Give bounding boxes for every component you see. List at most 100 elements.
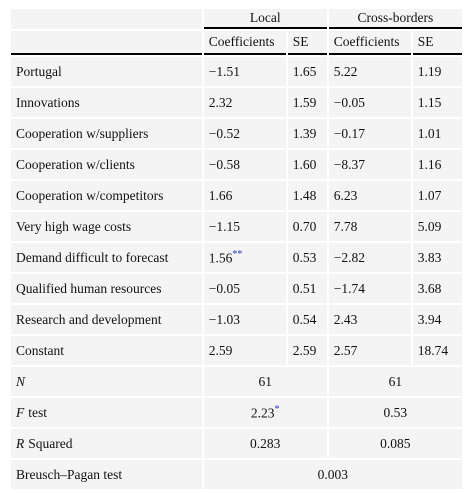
cell: 0.70 [287, 212, 327, 241]
cell-value: Demand difficult to forecast [16, 249, 169, 265]
cell-value: 1.01 [417, 125, 442, 141]
cell: 1.39 [287, 119, 327, 148]
stat-symbol: F [16, 404, 25, 420]
cell-value: SE [417, 34, 434, 49]
cell-value: 18.74 [417, 342, 449, 358]
cell: 0.54 [287, 305, 327, 334]
cell: 6.23 [328, 181, 411, 210]
cell: 1.65 [287, 57, 327, 86]
cell-value: Cooperation w/competitors [16, 187, 164, 203]
cell: Cooperation w/competitors [11, 181, 202, 210]
cell-value: 3.68 [417, 280, 442, 296]
cell: −2.82 [328, 243, 411, 272]
cell: 18.74 [412, 336, 462, 365]
stat-row: N 61 61 [11, 367, 462, 396]
cell-value: Cooperation w/clients [16, 156, 135, 172]
stat-label: test [28, 404, 47, 420]
cell-value: 1.48 [292, 187, 317, 203]
cell-value: −1.03 [208, 311, 240, 327]
cell: 0.283 [203, 429, 327, 458]
cell-value: 1.19 [417, 63, 442, 79]
cell: 0.085 [328, 429, 462, 458]
cell: SE [412, 31, 462, 55]
cell [11, 31, 202, 55]
cell-value: 2.59 [208, 342, 233, 358]
cell: 1.15 [412, 88, 462, 117]
cell-value: 6.23 [333, 187, 358, 203]
cell-value: 0.70 [292, 218, 317, 234]
cell: −0.52 [203, 119, 286, 148]
cell-value: 0.54 [292, 311, 317, 327]
cell: Cooperation w/clients [11, 150, 202, 179]
regression-table: Local Cross-borders Coefficients SE Coeffici… [9, 7, 464, 491]
data-row: Qualified human resources −0.05 0.51 −1.74 3… [11, 274, 462, 303]
cell: 3.68 [412, 274, 462, 303]
cell: Innovations [11, 88, 202, 117]
cell-value: Innovations [16, 94, 80, 110]
cell-value: −0.17 [333, 125, 365, 141]
cell: Coefficients [203, 31, 286, 55]
data-row: Constant 2.59 2.59 2.57 18.74 [11, 336, 462, 365]
cell-value: 61 [258, 373, 272, 389]
cell: 1.19 [412, 57, 462, 86]
cell-value: 7.78 [333, 218, 358, 234]
stat-symbol: N [16, 373, 26, 389]
cell-value: −8.37 [333, 156, 365, 172]
cell-value: Qualified human resources [16, 280, 162, 296]
cell-value: 1.60 [292, 156, 317, 172]
cell-value: −0.05 [333, 94, 365, 110]
cell: 61 [328, 367, 462, 396]
cell-value: −2.82 [333, 249, 365, 265]
stat-label: Breusch–Pagan test [16, 466, 123, 482]
cell: −0.05 [203, 274, 286, 303]
cell: 5.22 [328, 57, 411, 86]
cell: 0.53 [287, 243, 327, 272]
cell: −8.37 [328, 150, 411, 179]
cell: 2.32 [203, 88, 286, 117]
cell: 1.16 [412, 150, 462, 179]
cell: 2.59 [287, 336, 327, 365]
significance-link[interactable]: * [274, 404, 280, 416]
cell-value: Cross-borders [357, 10, 434, 25]
cell-value: 1.39 [292, 125, 317, 141]
cell: 2.59 [203, 336, 286, 365]
significance: * [275, 403, 280, 415]
cell-value: 2.59 [292, 342, 317, 358]
cell-value: Coefficients [208, 34, 275, 49]
cell: 0.53 [328, 398, 462, 427]
stat-label: Squared [28, 435, 73, 451]
cell-value: Constant [16, 342, 65, 358]
cell-value: 2.43 [333, 311, 358, 327]
cell-value: 0.53 [292, 249, 317, 265]
cell-value: 0.53 [383, 404, 408, 420]
cell: −1.74 [328, 274, 411, 303]
cell: −1.15 [203, 212, 286, 241]
data-row: Cooperation w/suppliers −0.52 1.39 −0.17 1.0… [11, 119, 462, 148]
cell: Coefficients [328, 31, 411, 55]
cell: 1.07 [412, 181, 462, 210]
cell-value: 5.09 [417, 218, 442, 234]
cell-value: 0.283 [250, 435, 281, 451]
data-row: Cooperation w/competitors 1.66 1.48 6.23 1.0… [11, 181, 462, 210]
cell-value: 1.66 [208, 187, 233, 203]
cell: 1.48 [287, 181, 327, 210]
cell: 7.78 [328, 212, 411, 241]
stat-row: R Squared 0.283 0.085 [11, 429, 462, 458]
cell-value: −1.51 [208, 63, 240, 79]
cell-value: 0.003 [317, 466, 349, 482]
cell-value: −0.52 [208, 125, 240, 141]
cell: 61 [203, 367, 327, 396]
cell-value: 1.65 [292, 63, 317, 79]
cell: Very high wage costs [11, 212, 202, 241]
data-row: Portugal −1.51 1.65 5.22 1.19 [11, 57, 462, 86]
cell: 2.43 [328, 305, 411, 334]
significance-link[interactable]: ** [232, 249, 243, 261]
cell: Local [203, 9, 327, 29]
cell-value: 0.51 [292, 280, 317, 296]
cell-value: Local [249, 10, 281, 25]
cell-value: −0.05 [208, 280, 240, 296]
data-row: Very high wage costs −1.15 0.70 7.78 5.09 [11, 212, 462, 241]
data-row: Demand difficult to forecast 1.56** 0.53 −2… [11, 243, 462, 272]
